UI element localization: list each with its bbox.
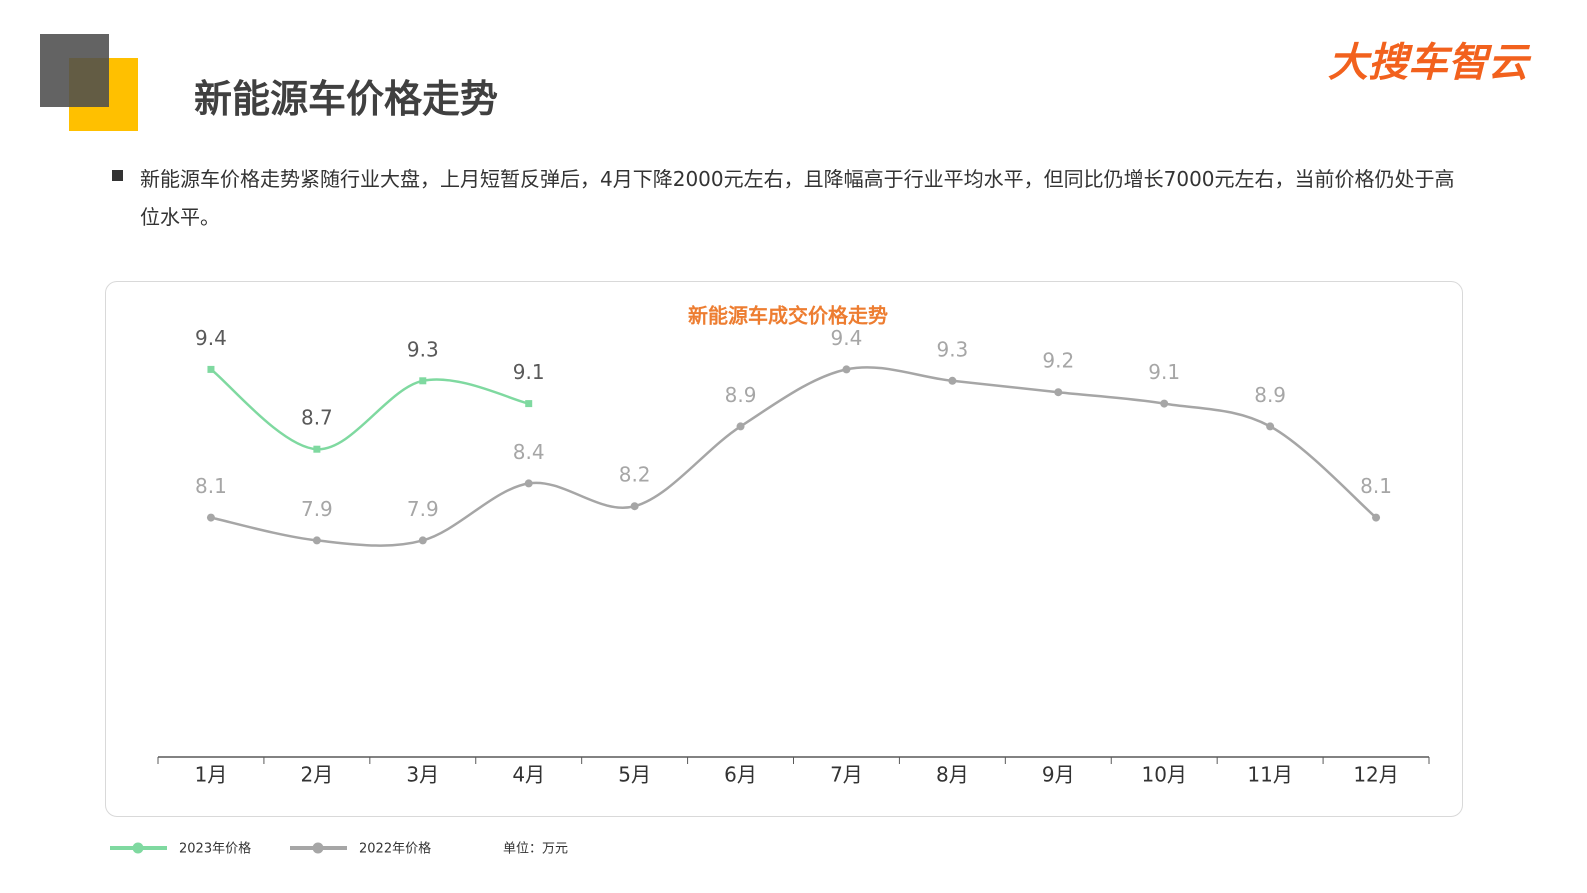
x-tick-label: 1月 bbox=[195, 763, 228, 787]
legend-label: 2023年价格 bbox=[179, 841, 251, 857]
page-title: 新能源车价格走势 bbox=[194, 77, 499, 121]
data-label: 9.1 bbox=[513, 360, 545, 384]
x-tick-label: 10月 bbox=[1141, 763, 1186, 787]
x-tick-label: 4月 bbox=[512, 763, 545, 787]
point bbox=[418, 536, 427, 545]
data-label: 9.3 bbox=[407, 337, 439, 361]
data-label: 9.2 bbox=[1042, 349, 1074, 373]
point bbox=[313, 445, 321, 453]
x-tick-label: 3月 bbox=[406, 763, 439, 787]
legend-label: 2022年价格 bbox=[359, 841, 431, 857]
point bbox=[1372, 513, 1381, 522]
point bbox=[206, 513, 215, 522]
data-label: 7.9 bbox=[301, 497, 333, 521]
chart-frame bbox=[105, 281, 1463, 817]
data-label: 7.9 bbox=[407, 497, 439, 521]
data-label: 8.9 bbox=[1254, 383, 1286, 407]
data-label: 8.7 bbox=[301, 406, 333, 430]
x-tick-label: 8月 bbox=[936, 763, 969, 787]
data-label: 8.1 bbox=[195, 474, 227, 498]
data-label: 8.4 bbox=[513, 440, 545, 464]
deco-gray bbox=[40, 34, 109, 107]
legend-dot bbox=[312, 842, 324, 854]
x-tick-label: 9月 bbox=[1042, 763, 1075, 787]
x-tick-label: 7月 bbox=[830, 763, 863, 787]
point bbox=[1054, 388, 1063, 397]
x-tick-label: 6月 bbox=[724, 763, 757, 787]
unit-label: 单位：万元 bbox=[503, 842, 568, 857]
x-tick-label: 11月 bbox=[1247, 763, 1292, 787]
point bbox=[736, 422, 745, 431]
point bbox=[1266, 422, 1275, 431]
point bbox=[630, 502, 639, 511]
series-line bbox=[210, 368, 529, 451]
point bbox=[842, 365, 851, 374]
legend-dot bbox=[132, 842, 144, 854]
point bbox=[524, 479, 533, 488]
bullet-mark bbox=[112, 170, 123, 181]
point bbox=[312, 536, 321, 545]
data-label: 9.4 bbox=[831, 326, 863, 350]
point bbox=[525, 400, 533, 408]
point bbox=[419, 377, 427, 385]
x-tick-label: 5月 bbox=[618, 763, 651, 787]
data-label: 9.4 bbox=[195, 326, 227, 350]
data-label: 9.1 bbox=[1148, 360, 1180, 384]
bullet-text: 新能源车价格走势紧随行业大盘，上月短暂反弹后，4月下降2000元左右，且降幅高于… bbox=[140, 167, 1455, 229]
point bbox=[948, 376, 957, 385]
point bbox=[207, 365, 215, 373]
series-line bbox=[210, 366, 1377, 547]
data-label: 8.2 bbox=[619, 463, 651, 487]
chart-title: 新能源车成交价格走势 bbox=[688, 304, 888, 328]
data-label: 8.9 bbox=[725, 383, 757, 407]
point bbox=[1160, 399, 1169, 408]
data-label: 9.3 bbox=[936, 337, 968, 361]
x-tick-label: 2月 bbox=[301, 763, 334, 787]
x-tick-label: 12月 bbox=[1353, 763, 1398, 787]
logo: 大搜车智云 bbox=[1328, 40, 1528, 86]
data-label: 8.1 bbox=[1360, 474, 1392, 498]
